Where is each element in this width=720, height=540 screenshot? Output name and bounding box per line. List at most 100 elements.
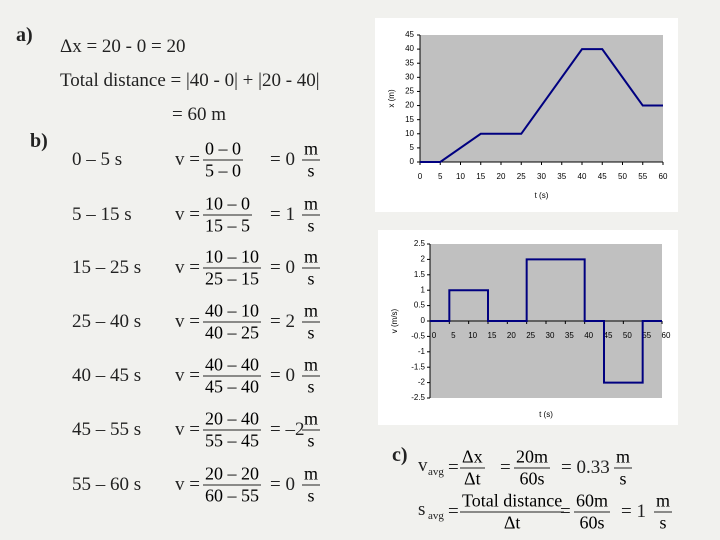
x-tick-label: 30 (546, 331, 555, 340)
denominator: s (307, 160, 315, 181)
x-tick-label: 20 (497, 172, 506, 181)
y-axis-title: v (m/s) (390, 308, 399, 333)
fraction: 20 – 20 60 – 55 (203, 464, 261, 507)
numerator: 40 – 40 (203, 354, 261, 377)
x-tick-label: 25 (517, 172, 526, 181)
denominator: 60s (579, 512, 605, 533)
numerator: 10 – 0 (203, 193, 252, 216)
interval: 15 – 25 s (72, 257, 142, 278)
denominator: s (307, 215, 315, 236)
y-axis-title: x (m) (387, 89, 396, 108)
y-tick-label: 15 (405, 115, 414, 124)
y-tick-label: -2 (418, 378, 426, 387)
numerator: m (614, 446, 633, 469)
fraction: 10 – 0 15 – 5 (203, 194, 252, 237)
subscript: avg (428, 466, 444, 478)
y-tick-label: -2.5 (411, 393, 425, 402)
equation: = 0.33 (561, 457, 610, 478)
equation: = 0 (270, 149, 295, 170)
equation: = 2 (270, 311, 295, 332)
numerator: m (302, 463, 321, 486)
x-tick-label: 35 (565, 331, 574, 340)
numerator: 60m (574, 490, 611, 513)
numerator: 20m (514, 446, 551, 469)
equation: = 0 (270, 365, 295, 386)
denominator: 60s (519, 468, 545, 489)
equation: v = (175, 257, 200, 278)
y-tick-label: 20 (405, 101, 414, 110)
numerator: m (302, 193, 321, 216)
y-tick-label: -1.5 (411, 362, 425, 371)
denominator: 55 – 45 (205, 430, 259, 451)
x-tick-label: 55 (642, 331, 651, 340)
denominator: 60 – 55 (205, 485, 259, 506)
x-axis-title: t (s) (535, 191, 549, 200)
x-tick-label: 55 (638, 172, 647, 181)
y-tick-label: 35 (405, 58, 414, 67)
x-tick-label: 60 (659, 172, 668, 181)
numerator: m (302, 300, 321, 323)
equation: = (448, 501, 459, 522)
denominator: 40 – 25 (205, 322, 259, 343)
numerator: Δx (460, 446, 485, 469)
x-tick-label: 15 (476, 172, 485, 181)
x-tick-label: 50 (623, 331, 632, 340)
equation: Total distance = |40 - 0| + |20 - 40| (60, 70, 320, 91)
equation: v = (175, 149, 200, 170)
x-tick-label: 45 (598, 172, 607, 181)
y-tick-label: 0 (421, 316, 426, 325)
equation: = 1 (621, 501, 646, 522)
fraction: 10 – 10 25 – 15 (203, 247, 261, 290)
denominator: Δt (503, 512, 521, 533)
equation: = 60 m (172, 104, 226, 125)
numerator: 0 – 0 (203, 138, 243, 161)
fraction: 40 – 10 40 – 25 (203, 301, 261, 344)
symbol: v (418, 455, 428, 476)
equation: = 1 (270, 204, 295, 225)
denominator: s (307, 376, 315, 397)
y-tick-label: 2 (421, 255, 426, 264)
denominator: Δt (464, 468, 481, 489)
numerator: 20 – 40 (203, 408, 261, 431)
y-tick-label: 25 (405, 87, 414, 96)
x-tick-label: 25 (526, 331, 535, 340)
equation: v = (175, 419, 200, 440)
fraction: 20 – 40 55 – 45 (203, 409, 261, 452)
symbol: s (418, 499, 426, 520)
part-label: c) (392, 444, 408, 466)
equation: v = (175, 365, 200, 386)
y-tick-label: 2.5 (414, 239, 426, 248)
x-tick-label: 35 (557, 172, 566, 181)
equation: v = (175, 311, 200, 332)
x-tick-label: 10 (456, 172, 465, 181)
numerator: m (654, 490, 673, 513)
interval: 40 – 45 s (72, 365, 142, 386)
fraction: Δx Δt (460, 447, 485, 490)
numerator: m (302, 138, 321, 161)
numerator: m (302, 246, 321, 269)
equation: = (500, 457, 511, 478)
equation: v = (175, 204, 200, 225)
fraction: 40 – 40 45 – 40 (203, 355, 261, 398)
denominator: 15 – 5 (205, 215, 250, 236)
denominator: s (619, 468, 627, 489)
interval: 45 – 55 s (72, 419, 142, 440)
y-tick-label: 0.5 (414, 301, 426, 310)
part-label: a) (16, 24, 33, 46)
denominator: s (659, 512, 667, 533)
y-tick-label: 40 (405, 44, 414, 53)
interval: 55 – 60 s (72, 474, 142, 495)
part-label: b) (30, 130, 48, 152)
data-line (430, 258, 662, 384)
y-tick-label: 5 (410, 143, 415, 152)
x-tick-label: 15 (488, 331, 497, 340)
y-tick-label: 30 (405, 72, 414, 81)
